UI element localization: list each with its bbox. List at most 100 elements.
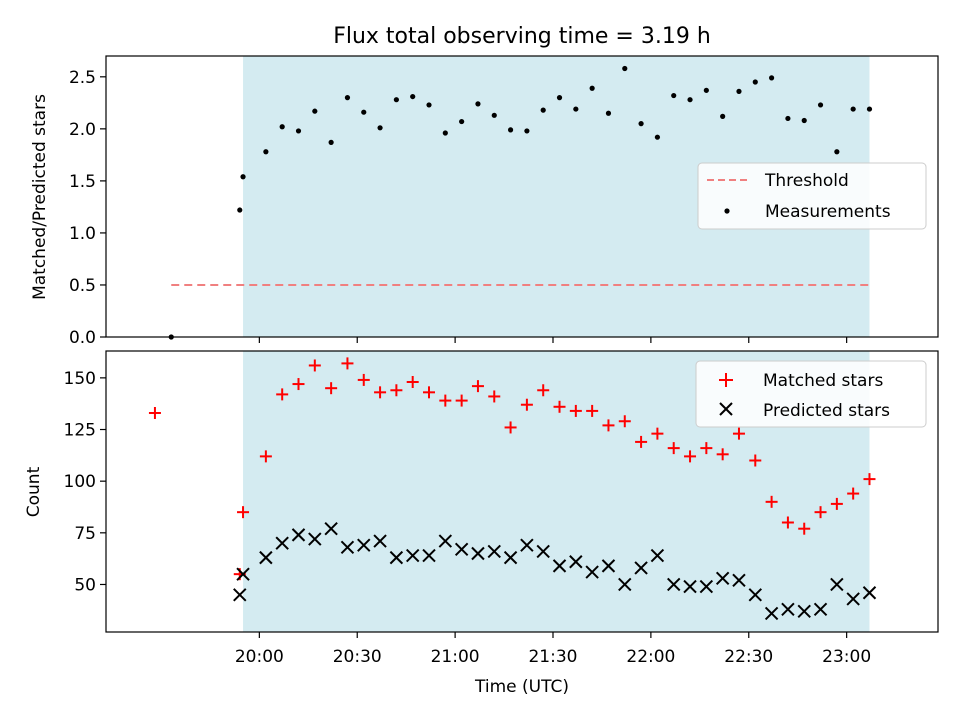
y-tick-label: 150	[64, 369, 96, 389]
measurement-point	[866, 106, 873, 112]
predicted-star-marker	[308, 532, 322, 546]
predicted-star-marker	[683, 579, 697, 594]
measurement-point	[361, 109, 367, 115]
matched-star-marker	[439, 394, 452, 407]
matched-star-marker	[325, 382, 338, 395]
matched-stars-points	[148, 357, 876, 581]
measurement-point	[687, 97, 693, 103]
measurement-point	[442, 130, 448, 136]
matched-star-marker	[635, 435, 648, 448]
predicted-star-marker	[471, 546, 485, 561]
predicted-star-marker	[830, 577, 844, 592]
measurement-point	[752, 79, 758, 85]
predicted-star-marker	[585, 565, 599, 579]
threshold-legend-label: Threshold	[764, 171, 849, 191]
measurement-point	[622, 65, 628, 72]
measurement-point	[736, 88, 742, 94]
matched-star-marker	[276, 388, 289, 401]
measurement-point	[410, 93, 416, 100]
measurement-point	[654, 134, 661, 140]
x-tick-label: 21:30	[528, 647, 577, 667]
measurement-point	[295, 128, 302, 134]
matched-star-marker	[798, 522, 811, 535]
measurement-point	[769, 75, 775, 81]
predicted-star-marker	[748, 588, 762, 602]
x-tick-label: 20:30	[333, 647, 382, 667]
measurement-point	[573, 106, 579, 112]
predicted-star-marker	[233, 588, 247, 602]
measurement-point	[817, 102, 824, 108]
predicted-star-marker	[520, 538, 534, 552]
y-tick-label: 2.5	[69, 68, 96, 88]
predicted-star-marker	[569, 555, 583, 569]
measurement-point	[850, 106, 856, 112]
predicted-star-marker	[291, 528, 306, 542]
matched-star-marker	[148, 406, 161, 419]
matched-star-marker	[259, 450, 272, 463]
predicted-star-marker	[503, 550, 518, 565]
measurement-point	[328, 139, 334, 145]
measurement-point	[459, 118, 465, 125]
matched-star-marker	[455, 394, 468, 407]
measurement-point	[524, 128, 530, 134]
measurement-point	[475, 101, 481, 107]
top-axes-frame	[105, 55, 939, 338]
matched-star-marker	[700, 442, 713, 455]
predicted-star-marker	[454, 542, 469, 557]
matched-star-marker	[602, 419, 615, 432]
predicted-star-marker	[389, 550, 404, 565]
figure-title: Flux total observing time = 3.19 h	[333, 24, 711, 49]
predicted-star-marker	[422, 548, 436, 563]
measurement-point	[240, 174, 246, 180]
y-tick-label: 1.5	[69, 172, 96, 192]
bottom-y-ticks: 50 75 100 125 150	[64, 369, 106, 595]
measurement-point	[638, 121, 644, 127]
top-y-axis-label: Matched/Predicted stars	[30, 94, 50, 300]
matched-star-marker	[732, 427, 745, 440]
matched-star-marker	[341, 357, 354, 370]
measurement-point	[801, 117, 807, 124]
matched-star-marker	[537, 384, 550, 397]
y-tick-label: 1.0	[69, 224, 96, 244]
matched-star-marker	[423, 386, 436, 399]
matched-star-marker	[781, 516, 794, 529]
matched-legend-swatch	[719, 373, 733, 387]
predicted-star-marker	[667, 577, 681, 592]
y-tick-label: 2.0	[69, 120, 96, 140]
matched-star-marker	[520, 398, 533, 411]
x-tick-label: 22:30	[724, 647, 773, 667]
measurement-point	[263, 149, 269, 155]
matched-star-marker	[716, 448, 729, 461]
predicted-star-marker	[618, 577, 632, 592]
predicted-star-marker	[487, 544, 501, 559]
matched-star-marker	[814, 506, 827, 519]
measurement-point	[605, 110, 612, 116]
matched-star-marker	[390, 384, 403, 397]
y-tick-label: 50	[74, 575, 96, 595]
matched-star-marker	[504, 421, 517, 434]
x-tick-label: 20:00	[235, 647, 284, 667]
matched-star-marker	[667, 442, 680, 455]
measurement-point	[703, 87, 709, 93]
measurement-point	[556, 95, 563, 101]
measurement-point	[491, 112, 497, 118]
matched-star-marker	[308, 359, 321, 372]
y-tick-label: 75	[74, 524, 96, 544]
predicted-star-marker	[324, 521, 338, 536]
predicted-star-marker	[340, 540, 355, 554]
top-y-ticks: 0.0 0.5 1.0 1.5 2.0 2.5	[69, 68, 106, 348]
measurement-point	[377, 125, 383, 131]
predicted-star-marker	[236, 567, 250, 581]
matched-star-marker	[847, 487, 860, 500]
predicted-star-marker	[732, 573, 746, 588]
predicted-star-marker	[715, 571, 730, 585]
predicted-star-marker	[764, 606, 779, 621]
measurement-point	[507, 127, 514, 133]
measurement-point	[785, 115, 791, 122]
matched-star-marker	[863, 473, 876, 486]
predicted-star-marker	[552, 559, 567, 573]
measurement-point	[720, 113, 726, 119]
predicted-star-marker	[634, 561, 648, 575]
